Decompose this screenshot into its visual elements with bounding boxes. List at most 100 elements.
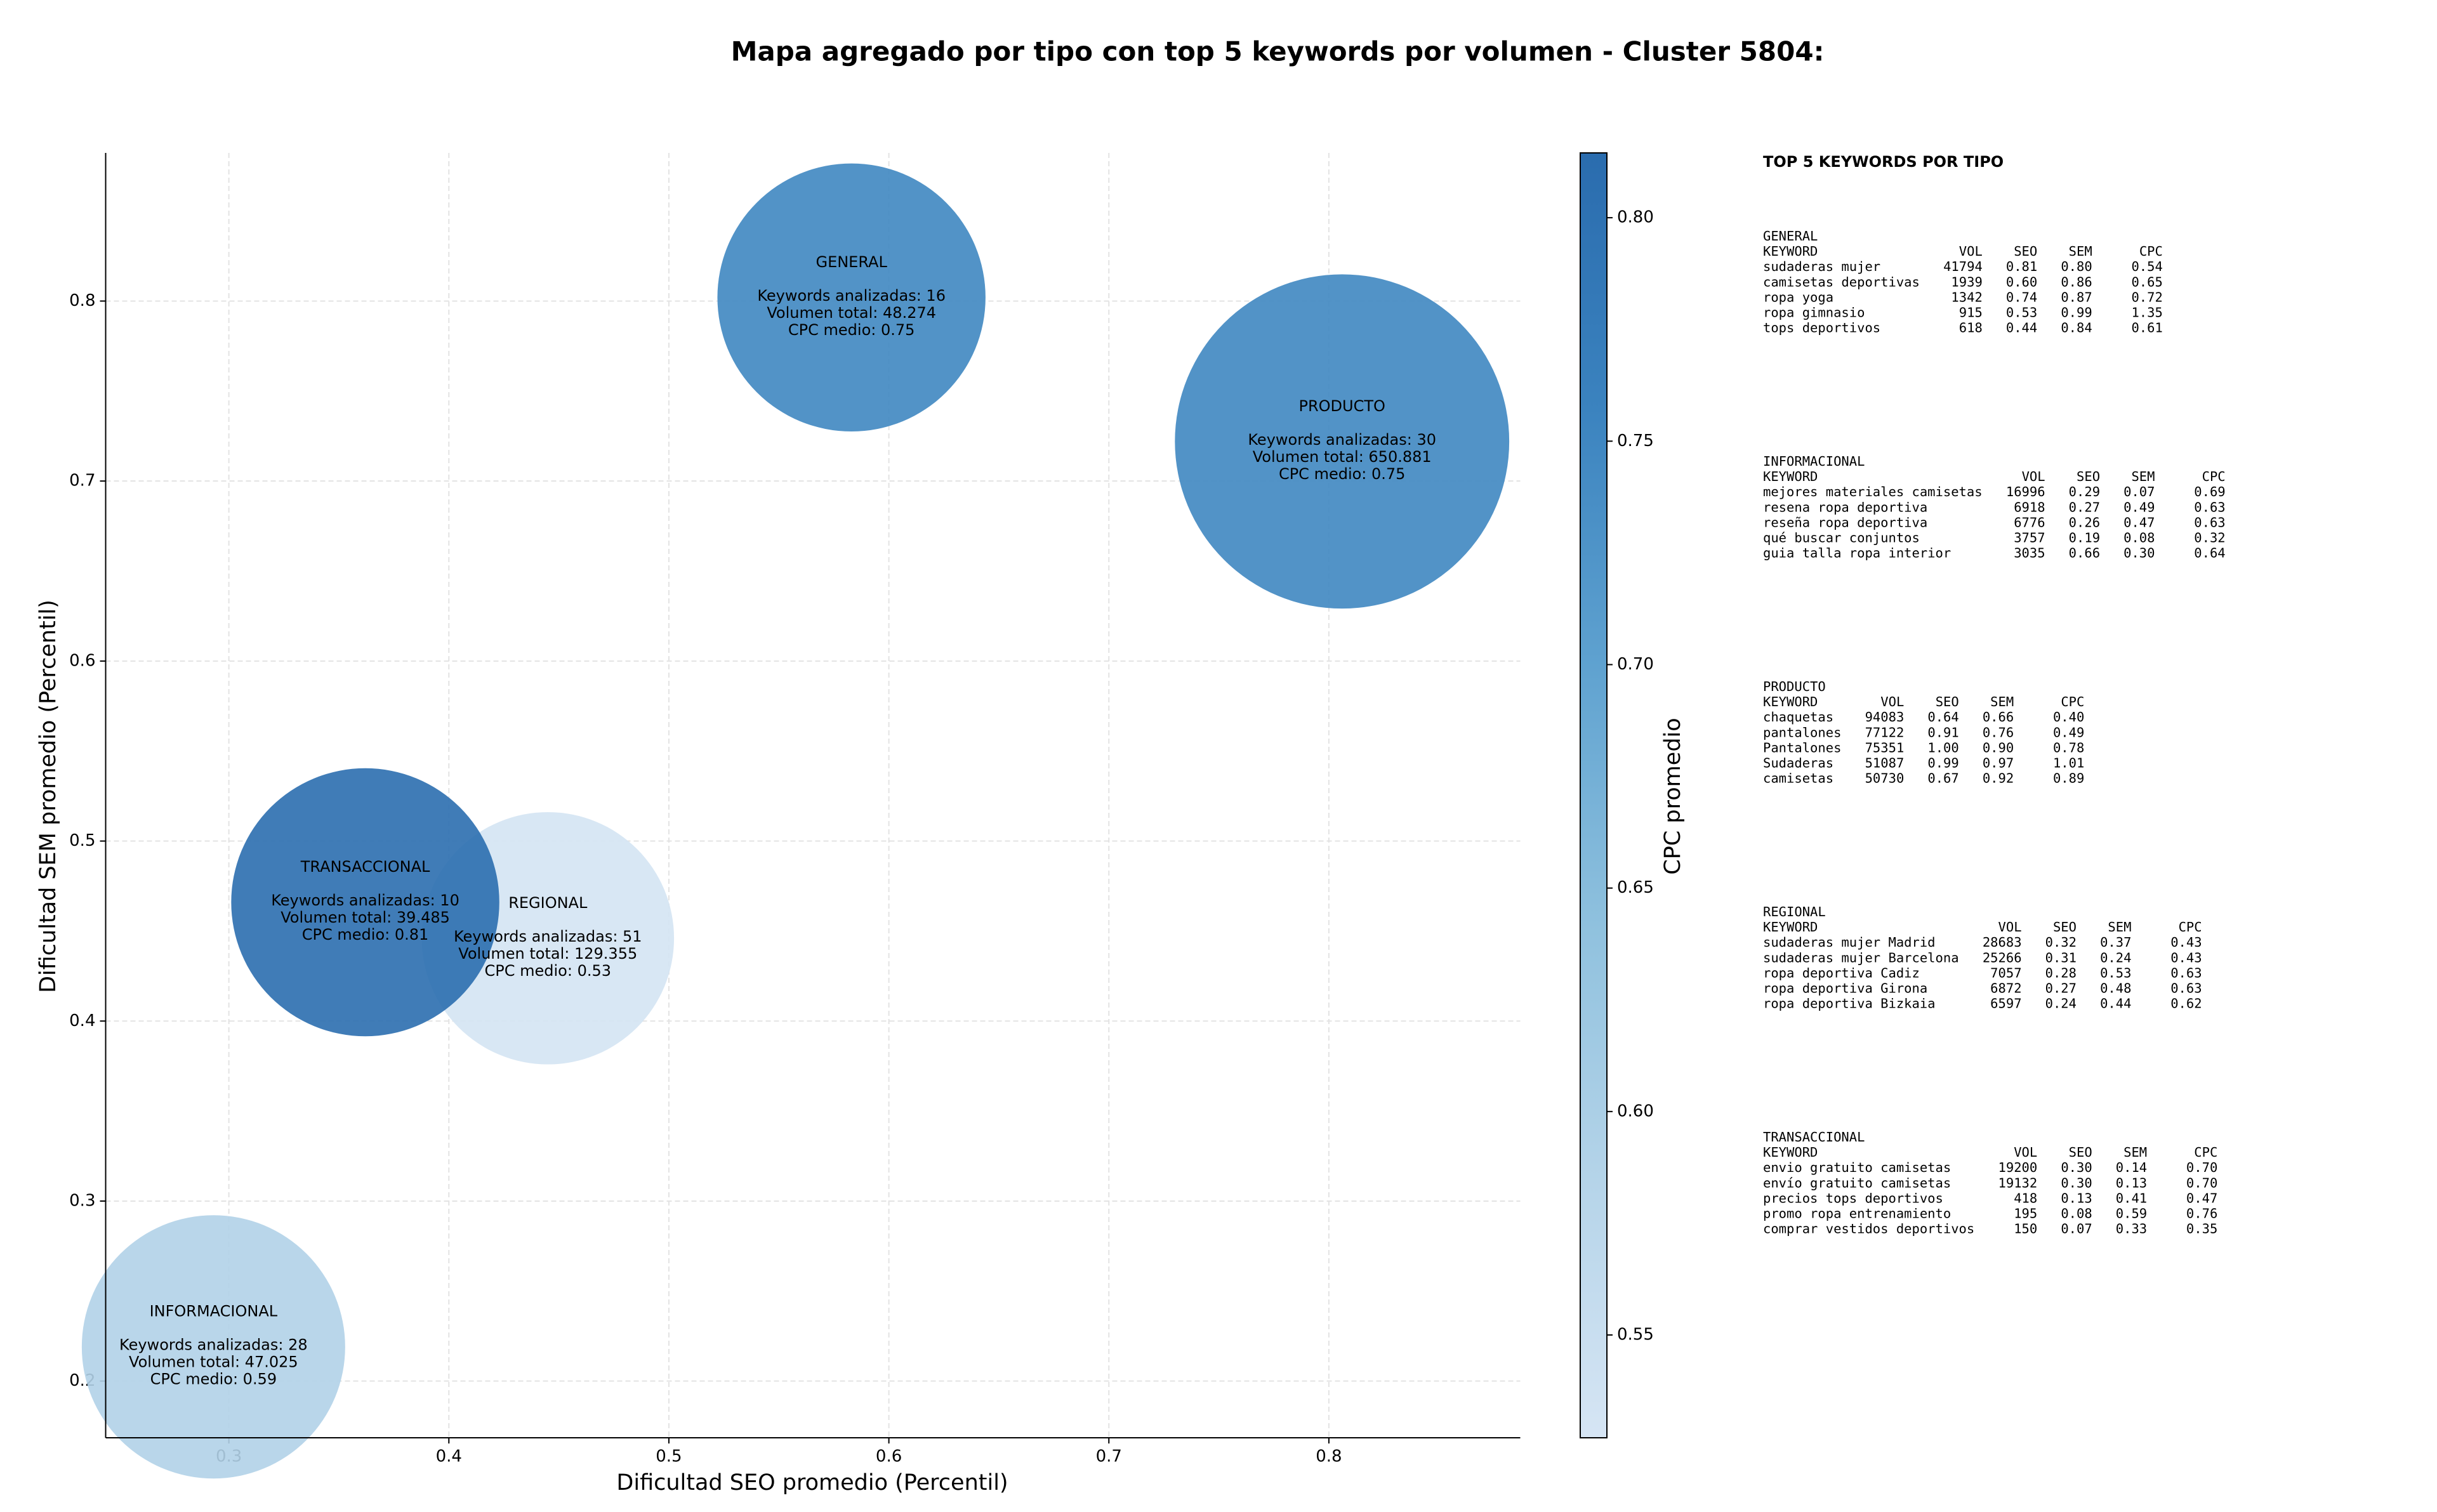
bubble-name: INFORMACIONAL xyxy=(150,1303,278,1320)
table-cell: 1.00 xyxy=(1927,740,1958,755)
bubble xyxy=(1175,274,1510,609)
table-cell: 1.35 xyxy=(2131,305,2162,320)
table-cell: promo ropa entrenamiento xyxy=(1763,1206,1951,1221)
table-cell: comprar vestidos deportivos xyxy=(1763,1221,1974,1237)
table-cell: 0.54 xyxy=(2131,259,2162,274)
y-tick-label: 0.4 xyxy=(69,1011,95,1030)
colorbar-tick-label: 0.75 xyxy=(1617,431,1654,450)
column-header: VOL xyxy=(2014,1145,2037,1160)
table-cell: 0.59 xyxy=(2116,1206,2147,1221)
table-cell: ropa yoga xyxy=(1763,289,1833,305)
table-cell: 0.60 xyxy=(2006,274,2037,289)
table-cell: 0.24 xyxy=(2045,996,2077,1011)
table-cell: 150 xyxy=(2014,1221,2037,1237)
colorbar-tick-label: 0.55 xyxy=(1617,1325,1654,1344)
table-cell: 0.78 xyxy=(2053,740,2084,755)
x-tick-label: 0.6 xyxy=(876,1447,902,1466)
column-header: SEO xyxy=(2014,244,2037,259)
bubble-name: GENERAL xyxy=(816,253,887,271)
colorbar xyxy=(1580,152,1608,1438)
colorbar-tick-label: 0.80 xyxy=(1617,208,1654,227)
table-cell: 0.13 xyxy=(2116,1175,2147,1190)
colorbar-tick-label: 0.60 xyxy=(1617,1101,1654,1121)
table-cell: 0.19 xyxy=(2069,530,2100,546)
table-cell: 0.53 xyxy=(2100,965,2131,980)
table-cell: 1.01 xyxy=(2053,756,2084,771)
table-cell: 0.29 xyxy=(2069,484,2100,499)
column-header: VOL xyxy=(2022,469,2045,484)
table-cell: 0.70 xyxy=(2186,1160,2217,1175)
table-cell: 0.66 xyxy=(2069,546,2100,561)
table-cell: 0.72 xyxy=(2131,289,2162,305)
column-header: CPC xyxy=(2179,919,2202,935)
table-cell: 0.63 xyxy=(2170,981,2202,996)
bubble-name: PRODUCTO xyxy=(1299,397,1385,415)
table-cell: 0.30 xyxy=(2123,546,2155,561)
table-cell: 195 xyxy=(2014,1206,2037,1221)
table-cell: 0.63 xyxy=(2194,515,2225,530)
table-cell: 6872 xyxy=(1990,981,2021,996)
section-name: REGIONAL xyxy=(1763,904,1826,919)
column-header: SEM xyxy=(2123,1145,2147,1160)
table-cell: pantalones xyxy=(1763,725,1841,740)
bubble-annotation: CPC medio: 0.75 xyxy=(788,321,915,339)
table-cell: 0.76 xyxy=(2186,1206,2217,1221)
bubble-annotation: Keywords analizadas: 28 xyxy=(119,1336,308,1354)
table-cell: resena ropa deportiva xyxy=(1763,499,1927,515)
table-cell: 0.47 xyxy=(2186,1190,2217,1206)
table-cell: 7057 xyxy=(1990,965,2021,980)
section-name: PRODUCTO xyxy=(1763,679,1826,694)
bubble-annotation: CPC medio: 0.75 xyxy=(1279,465,1406,483)
table-cell: 0.76 xyxy=(1983,725,2014,740)
table-cell: 0.27 xyxy=(2045,981,2077,996)
table-cell: 0.44 xyxy=(2006,320,2037,336)
column-header: VOL xyxy=(1959,244,1983,259)
table-cell: 0.31 xyxy=(2045,950,2077,965)
table-cell: 75351 xyxy=(1865,740,1905,755)
table-cell: 0.07 xyxy=(2123,484,2155,499)
table-cell: 0.66 xyxy=(1983,709,2014,725)
table-cell: ropa deportiva Bizkaia xyxy=(1763,996,1936,1011)
table-cell: 0.35 xyxy=(2186,1221,2217,1237)
panel-title: TOP 5 KEYWORDS POR TIPO xyxy=(1763,153,2004,171)
table-cell: chaquetas xyxy=(1763,709,1833,725)
y-tick-label: 0.8 xyxy=(69,291,95,310)
table-cell: 0.64 xyxy=(1927,709,1958,725)
bubble-annotation: Volumen total: 39.485 xyxy=(281,909,450,926)
column-header: KEYWORD xyxy=(1763,694,1818,709)
bubble-annotation: Volumen total: 48.274 xyxy=(767,304,936,322)
table-cell: 0.37 xyxy=(2100,935,2131,950)
table-cell: 0.92 xyxy=(1983,771,2014,786)
table-cell: 0.63 xyxy=(2170,965,2202,980)
x-tick-label: 0.7 xyxy=(1096,1447,1122,1466)
column-header: SEM xyxy=(1990,694,2014,709)
table-cell: 0.74 xyxy=(2006,289,2037,305)
table-cell: guia talla ropa interior xyxy=(1763,546,1951,561)
table-cell: ropa deportiva Girona xyxy=(1763,981,1927,996)
table-cell: 0.86 xyxy=(2061,274,2092,289)
bubble-annotation: CPC medio: 0.59 xyxy=(150,1371,277,1388)
table-cell: qué buscar conjuntos xyxy=(1763,530,1920,546)
table-cell: reseña ropa deportiva xyxy=(1763,515,1927,530)
table-cell: 94083 xyxy=(1865,709,1905,725)
colorbar-label: CPC promedio xyxy=(1660,718,1686,874)
table-cell: 0.47 xyxy=(2123,515,2155,530)
column-header: KEYWORD xyxy=(1763,469,1818,484)
table-cell: ropa deportiva Cadiz xyxy=(1763,965,1920,980)
section-name: INFORMACIONAL xyxy=(1763,454,1865,469)
table-cell: 0.62 xyxy=(2170,996,2202,1011)
table-cell: Pantalones xyxy=(1763,740,1841,755)
x-tick-label: 0.8 xyxy=(1316,1447,1342,1466)
y-tick-label: 0.5 xyxy=(69,831,95,850)
table-cell: camisetas deportivas xyxy=(1763,274,1920,289)
bubble-annotation: CPC medio: 0.81 xyxy=(302,926,429,943)
table-cell: 6776 xyxy=(2014,515,2045,530)
table-cell: 3035 xyxy=(2014,546,2045,561)
table-cell: 0.32 xyxy=(2045,935,2077,950)
bubble-name: TRANSACCIONAL xyxy=(300,858,430,876)
table-cell: 0.67 xyxy=(1927,771,1958,786)
table-cell: 0.64 xyxy=(2194,546,2225,561)
bubble-annotation: CPC medio: 0.53 xyxy=(485,962,612,980)
bubble-annotation: Volumen total: 129.355 xyxy=(458,945,637,963)
